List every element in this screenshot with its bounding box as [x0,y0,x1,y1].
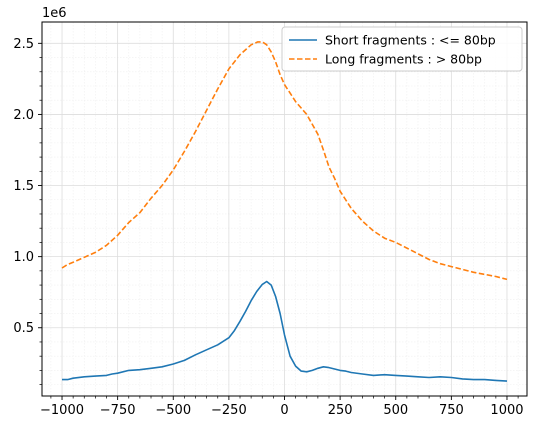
x-tick-label: 250 [328,403,353,418]
x-tick-label: 500 [383,403,408,418]
minor-grid [42,22,527,396]
major-grid [42,22,527,396]
series-line-1 [61,41,508,281]
x-tick-label: 750 [439,403,464,418]
x-tick-label: −750 [100,403,136,418]
x-tick-label: 0 [280,403,288,418]
legend-box [281,26,523,72]
x-tick-label: −1000 [40,403,84,418]
series-layer [61,41,508,382]
legend-label-1: Long fragments : > 80bp [325,52,482,67]
legend: Short fragments : <= 80bp Long fragments … [281,26,523,72]
x-tick-label: −250 [211,403,247,418]
y-offset-label: 1e6 [42,6,67,21]
axis-ticks: −1000 −750 −500 −250 0 250 500 750 1000 0.5 1.0 1.5… [13,37,523,418]
y-tick-label: 2.5 [13,37,34,52]
y-tick-label: 2.0 [13,108,34,123]
series-line-0 [62,280,508,382]
x-tick-label: 1000 [490,403,523,418]
legend-label-0: Short fragments : <= 80bp [325,33,496,48]
y-tick-label: 1.5 [13,179,34,194]
y-tick-label: 1.0 [13,250,34,265]
y-tick-label: 0.5 [13,321,34,336]
x-tick-label: −500 [155,403,191,418]
